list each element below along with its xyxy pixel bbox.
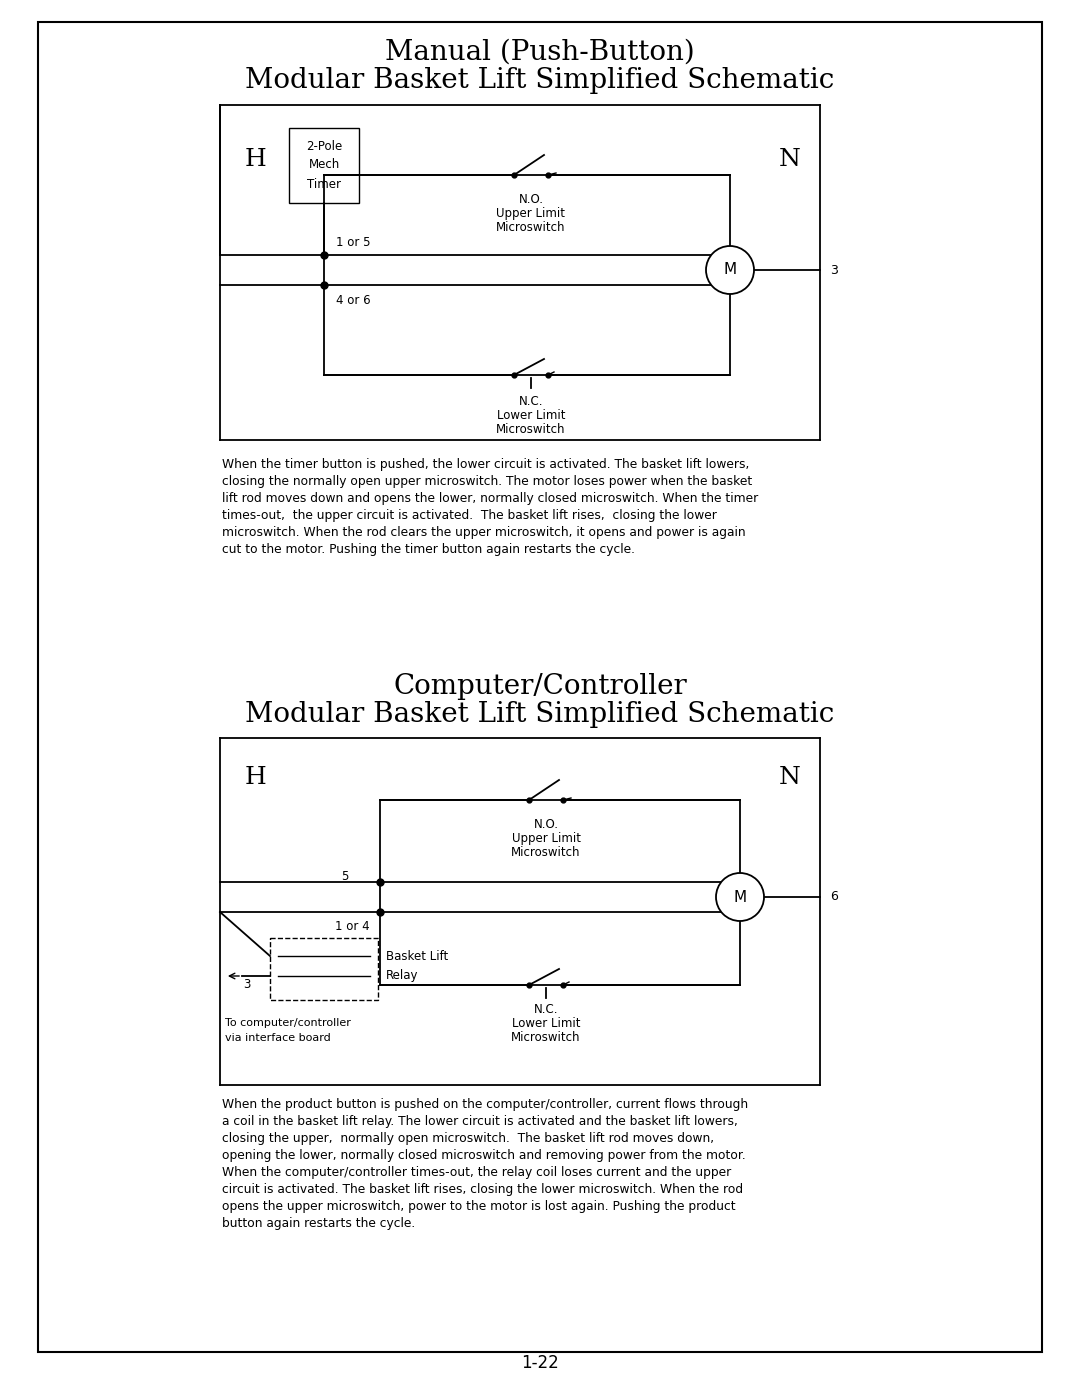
- Text: 3: 3: [831, 264, 838, 277]
- Text: circuit is activated. The basket lift rises, closing the lower microswitch. When: circuit is activated. The basket lift ri…: [222, 1183, 743, 1196]
- Text: Manual (Push-Button): Manual (Push-Button): [386, 39, 694, 66]
- Text: M: M: [733, 890, 746, 904]
- Text: Modular Basket Lift Simplified Schematic: Modular Basket Lift Simplified Schematic: [245, 67, 835, 94]
- Text: When the computer/controller times-out, the relay coil loses current and the upp: When the computer/controller times-out, …: [222, 1166, 731, 1179]
- Text: 4 or 6: 4 or 6: [336, 293, 370, 306]
- Text: button again restarts the cycle.: button again restarts the cycle.: [222, 1217, 415, 1229]
- Text: 1 or 5: 1 or 5: [336, 236, 370, 250]
- Text: Relay: Relay: [386, 970, 419, 982]
- Text: Microswitch: Microswitch: [496, 423, 566, 436]
- Text: Upper Limit: Upper Limit: [497, 207, 566, 219]
- Text: 6: 6: [831, 890, 838, 904]
- Text: via interface board: via interface board: [225, 1032, 330, 1044]
- Text: opens the upper microswitch, power to the motor is lost again. Pushing the produ: opens the upper microswitch, power to th…: [222, 1200, 735, 1213]
- Text: Modular Basket Lift Simplified Schematic: Modular Basket Lift Simplified Schematic: [245, 700, 835, 728]
- Text: Computer/Controller: Computer/Controller: [393, 672, 687, 700]
- Text: H: H: [244, 148, 266, 172]
- Text: Microswitch: Microswitch: [511, 847, 581, 859]
- Text: Lower Limit: Lower Limit: [497, 409, 565, 422]
- Text: H: H: [244, 767, 266, 789]
- Text: Mech: Mech: [309, 158, 339, 172]
- Text: N: N: [779, 767, 801, 789]
- Text: To computer/controller: To computer/controller: [225, 1018, 351, 1028]
- Text: times-out,  the upper circuit is activated.  The basket lift rises,  closing the: times-out, the upper circuit is activate…: [222, 509, 717, 522]
- Text: N: N: [779, 148, 801, 172]
- Text: N.C.: N.C.: [518, 395, 543, 408]
- Text: cut to the motor. Pushing the timer button again restarts the cycle.: cut to the motor. Pushing the timer butt…: [222, 543, 635, 556]
- Text: M: M: [724, 263, 737, 278]
- Text: 5: 5: [341, 870, 349, 883]
- Text: N.C.: N.C.: [534, 1003, 558, 1016]
- Text: Lower Limit: Lower Limit: [512, 1017, 580, 1030]
- Text: closing the normally open upper microswitch. The motor loses power when the bask: closing the normally open upper microswi…: [222, 475, 753, 488]
- Text: N.O.: N.O.: [534, 819, 558, 831]
- Text: 1-22: 1-22: [522, 1354, 558, 1372]
- Text: When the timer button is pushed, the lower circuit is activated. The basket lift: When the timer button is pushed, the low…: [222, 458, 750, 471]
- Text: Microswitch: Microswitch: [511, 1031, 581, 1044]
- Text: closing the upper,  normally open microswitch.  The basket lift rod moves down,: closing the upper, normally open microsw…: [222, 1132, 714, 1146]
- Circle shape: [706, 246, 754, 293]
- Text: When the product button is pushed on the computer/controller, current flows thro: When the product button is pushed on the…: [222, 1098, 748, 1111]
- Text: Basket Lift: Basket Lift: [386, 950, 448, 963]
- Text: 3: 3: [243, 978, 251, 990]
- Text: a coil in the basket lift relay. The lower circuit is activated and the basket l: a coil in the basket lift relay. The low…: [222, 1115, 738, 1127]
- Text: 2-Pole: 2-Pole: [306, 140, 342, 152]
- Text: Upper Limit: Upper Limit: [512, 833, 581, 845]
- Text: 1 or 4: 1 or 4: [335, 921, 369, 933]
- Text: microswitch. When the rod clears the upper microswitch, it opens and power is ag: microswitch. When the rod clears the upp…: [222, 527, 745, 539]
- Text: Microswitch: Microswitch: [496, 221, 566, 235]
- Circle shape: [716, 873, 764, 921]
- Text: opening the lower, normally closed microswitch and removing power from the motor: opening the lower, normally closed micro…: [222, 1148, 746, 1162]
- Text: N.O.: N.O.: [518, 193, 543, 205]
- Text: Timer: Timer: [307, 177, 341, 190]
- Text: lift rod moves down and opens the lower, normally closed microswitch. When the t: lift rod moves down and opens the lower,…: [222, 492, 758, 504]
